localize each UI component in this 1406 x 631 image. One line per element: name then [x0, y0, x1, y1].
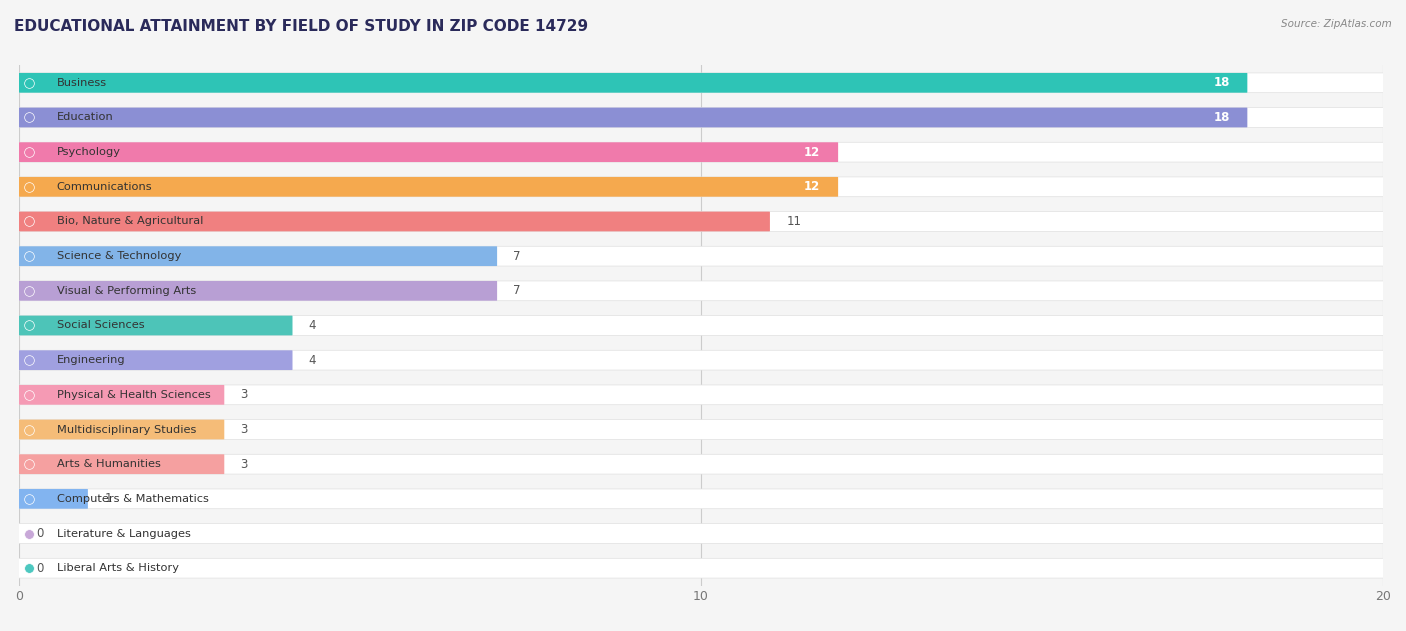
Text: 12: 12 — [804, 146, 820, 158]
Text: 0: 0 — [37, 562, 44, 575]
Text: Business: Business — [56, 78, 107, 88]
FancyBboxPatch shape — [18, 108, 1384, 127]
FancyBboxPatch shape — [18, 385, 225, 404]
FancyBboxPatch shape — [18, 350, 292, 370]
Text: 0: 0 — [37, 527, 44, 540]
Text: Physical & Health Sciences: Physical & Health Sciences — [56, 390, 211, 400]
FancyBboxPatch shape — [18, 316, 1384, 336]
FancyBboxPatch shape — [18, 489, 1384, 509]
FancyBboxPatch shape — [18, 316, 292, 336]
Text: Computers & Mathematics: Computers & Mathematics — [56, 494, 208, 504]
Text: 3: 3 — [240, 423, 247, 436]
Text: Visual & Performing Arts: Visual & Performing Arts — [56, 286, 195, 296]
Text: 3: 3 — [240, 457, 247, 471]
FancyBboxPatch shape — [18, 211, 770, 232]
Text: Liberal Arts & History: Liberal Arts & History — [56, 563, 179, 573]
Text: Bio, Nature & Agricultural: Bio, Nature & Agricultural — [56, 216, 202, 227]
Text: 1: 1 — [104, 492, 111, 505]
FancyBboxPatch shape — [18, 281, 1384, 301]
Text: EDUCATIONAL ATTAINMENT BY FIELD OF STUDY IN ZIP CODE 14729: EDUCATIONAL ATTAINMENT BY FIELD OF STUDY… — [14, 19, 588, 34]
Text: Arts & Humanities: Arts & Humanities — [56, 459, 160, 469]
Text: 18: 18 — [1213, 111, 1230, 124]
Text: Communications: Communications — [56, 182, 152, 192]
FancyBboxPatch shape — [18, 281, 498, 301]
FancyBboxPatch shape — [18, 524, 1384, 543]
Text: Science & Technology: Science & Technology — [56, 251, 181, 261]
FancyBboxPatch shape — [18, 73, 1247, 93]
Text: 7: 7 — [513, 250, 522, 262]
FancyBboxPatch shape — [18, 454, 1384, 474]
Text: Education: Education — [56, 112, 114, 122]
FancyBboxPatch shape — [18, 142, 838, 162]
FancyBboxPatch shape — [18, 211, 1384, 232]
FancyBboxPatch shape — [18, 177, 838, 197]
FancyBboxPatch shape — [18, 420, 225, 439]
Text: Psychology: Psychology — [56, 147, 121, 157]
Text: Multidisciplinary Studies: Multidisciplinary Studies — [56, 425, 195, 435]
FancyBboxPatch shape — [18, 558, 1384, 578]
FancyBboxPatch shape — [18, 350, 1384, 370]
FancyBboxPatch shape — [18, 73, 1384, 93]
FancyBboxPatch shape — [18, 246, 1384, 266]
FancyBboxPatch shape — [18, 142, 1384, 162]
Text: Engineering: Engineering — [56, 355, 125, 365]
Text: 12: 12 — [804, 180, 820, 193]
Text: 18: 18 — [1213, 76, 1230, 90]
Text: Social Sciences: Social Sciences — [56, 321, 145, 331]
FancyBboxPatch shape — [18, 246, 498, 266]
Text: Source: ZipAtlas.com: Source: ZipAtlas.com — [1281, 19, 1392, 29]
FancyBboxPatch shape — [18, 420, 1384, 439]
Text: 11: 11 — [786, 215, 801, 228]
FancyBboxPatch shape — [18, 454, 225, 474]
Text: 4: 4 — [309, 353, 316, 367]
FancyBboxPatch shape — [18, 489, 89, 509]
FancyBboxPatch shape — [18, 385, 1384, 404]
FancyBboxPatch shape — [18, 177, 1384, 197]
FancyBboxPatch shape — [18, 108, 1247, 127]
Text: 7: 7 — [513, 285, 522, 297]
Text: 4: 4 — [309, 319, 316, 332]
Text: 3: 3 — [240, 388, 247, 401]
Text: Literature & Languages: Literature & Languages — [56, 529, 190, 538]
